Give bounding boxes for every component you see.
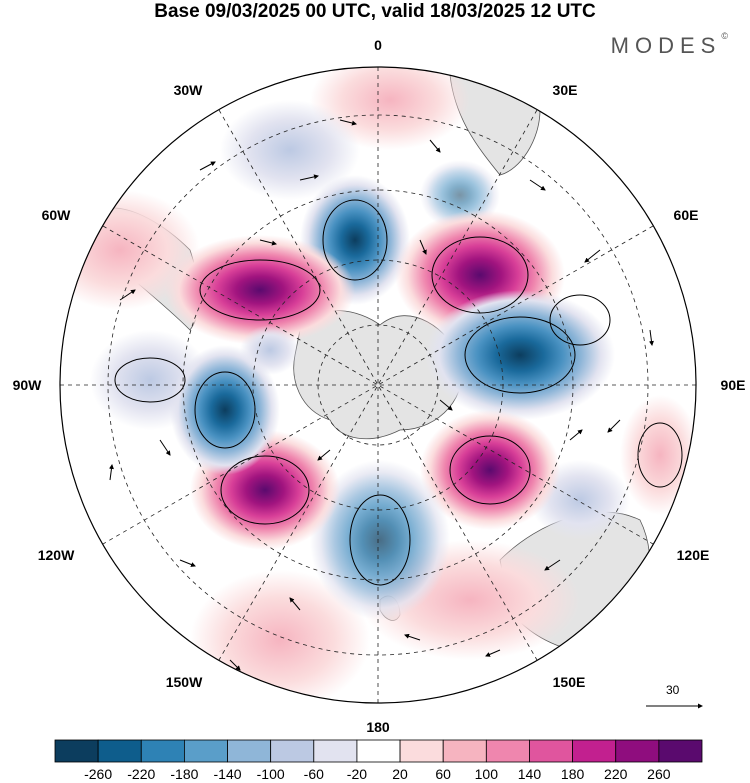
modes-logo: MODES© — [610, 31, 728, 59]
logo-mark: © — [721, 31, 728, 41]
colorbar-swatch — [356, 739, 401, 763]
graticule — [60, 67, 696, 703]
contour-lines — [114, 199, 683, 586]
colorbar-tick-label: 220 — [604, 766, 628, 782]
colorbar-swatch — [658, 739, 703, 763]
colorbar-swatch — [572, 739, 617, 763]
colorbar-swatch — [54, 739, 99, 763]
lon-label-150e: 150E — [552, 674, 586, 690]
colorbar-swatch — [529, 739, 574, 763]
colorbar-tick-label: 60 — [435, 766, 451, 782]
lon-label-120e: 120E — [676, 547, 710, 563]
lon-label-30e: 30E — [552, 82, 578, 98]
colorbar-swatch — [485, 739, 530, 763]
colorbar — [54, 739, 703, 763]
colorbar-tick-label: 100 — [474, 766, 499, 782]
lon-label-90e: 90E — [720, 377, 746, 393]
colorbar-tick-label: -20 — [346, 766, 368, 782]
lon-label-30w: 30W — [173, 82, 203, 98]
colorbar-tick-label: -60 — [303, 766, 324, 782]
wind-vectors — [108, 119, 654, 671]
map-border — [59, 66, 697, 704]
map-title: Base 09/03/2025 00 UTC, valid 18/03/2025… — [154, 1, 596, 22]
lon-label-0: 0 — [374, 37, 382, 53]
colorbar-swatch — [140, 739, 185, 763]
colorbar-tick-label: 140 — [517, 766, 542, 782]
colorbar-swatch — [615, 739, 660, 763]
lon-label-120w: 120W — [37, 547, 75, 563]
colorbar-swatch — [442, 739, 487, 763]
colorbar-tick-label: -220 — [127, 766, 156, 782]
colorbar-tick-label: -260 — [84, 766, 113, 782]
lon-label-90w: 90W — [12, 377, 42, 393]
colorbar-tick-label: -180 — [170, 766, 199, 782]
colorbar-tick-label: 180 — [560, 766, 585, 782]
colorbar-tick-label: -100 — [256, 766, 285, 782]
logo-text: MODES — [610, 33, 722, 58]
lon-label-150w: 150W — [165, 674, 203, 690]
colorbar-tick-label: -140 — [213, 766, 242, 782]
colorbar-swatch — [227, 739, 272, 763]
anomaly-field — [60, 67, 696, 703]
lon-label-60e: 60E — [673, 207, 699, 223]
colorbar-swatch — [183, 739, 228, 763]
colorbar-swatch — [399, 739, 444, 763]
lon-label-180: 180 — [366, 719, 390, 735]
colorbar-tick-label: 260 — [647, 766, 671, 782]
colorbar-swatch — [97, 739, 142, 763]
colorbar-swatch — [313, 739, 358, 763]
colorbar-swatch — [270, 739, 315, 763]
vector-reference-label: 30 — [666, 683, 680, 697]
colorbar-tick-label: 20 — [392, 766, 408, 782]
lon-label-60w: 60W — [41, 207, 71, 223]
